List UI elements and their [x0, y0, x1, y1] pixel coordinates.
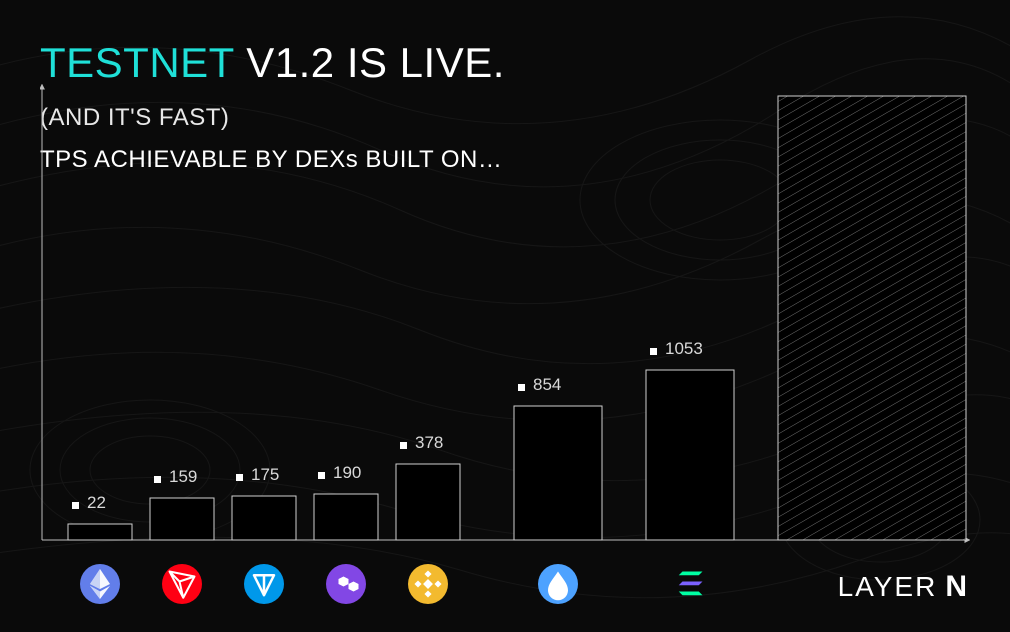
value-label-sui: 854: [533, 375, 561, 394]
headline-rest: V1.2 IS LIVE.: [234, 39, 505, 86]
bar-ton: [232, 496, 296, 540]
value-marker-sui: [518, 384, 525, 391]
tps-bar-chart: 22159175190378854105330,000: [40, 84, 970, 544]
bar-bnb: [396, 464, 460, 540]
sui-icon: [538, 564, 578, 604]
chain-icon-row: [40, 560, 970, 608]
value-marker-ton: [236, 474, 243, 481]
ethereum-icon: [80, 564, 120, 604]
brand-mark: N: [945, 570, 966, 604]
solana-icon: [670, 564, 710, 604]
value-label-polygon: 190: [333, 463, 361, 482]
value-label-tron: 159: [169, 467, 197, 486]
value-marker-solana: [650, 348, 657, 355]
headline: TESTNET V1.2 IS LIVE.: [40, 40, 970, 86]
value-label-ton: 175: [251, 465, 279, 484]
bar-layern: [778, 96, 966, 540]
value-marker-bnb: [400, 442, 407, 449]
value-label-solana: 1053: [665, 339, 703, 358]
value-label-ethereum: 22: [87, 493, 106, 512]
ton-icon: [244, 564, 284, 604]
bar-sui: [514, 406, 602, 540]
brand-logo: LAYER N: [838, 570, 966, 604]
tron-icon: [162, 564, 202, 604]
value-marker-tron: [154, 476, 161, 483]
bnb-icon: [408, 564, 448, 604]
value-label-bnb: 378: [415, 433, 443, 452]
headline-accent: TESTNET: [40, 39, 234, 86]
bar-solana: [646, 370, 734, 540]
value-marker-polygon: [318, 472, 325, 479]
polygon-icon: [326, 564, 366, 604]
brand-text: LAYER: [838, 571, 938, 603]
bar-ethereum: [68, 524, 132, 540]
value-marker-ethereum: [72, 502, 79, 509]
bar-polygon: [314, 494, 378, 540]
bar-tron: [150, 498, 214, 540]
